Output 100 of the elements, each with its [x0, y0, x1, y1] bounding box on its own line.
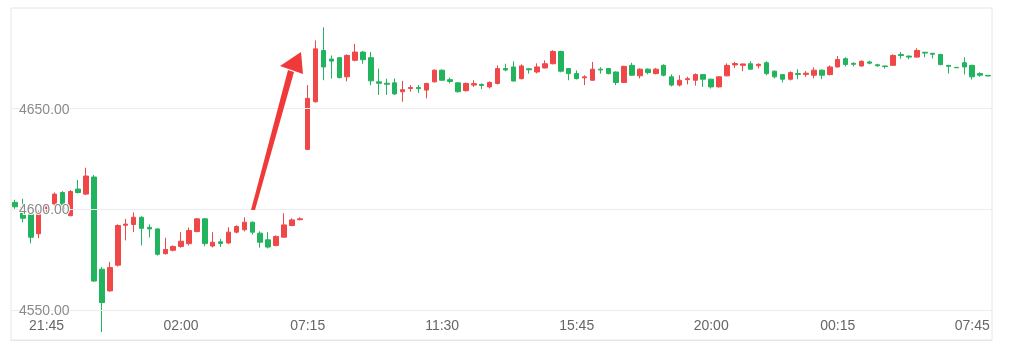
- candlestick: [550, 49, 556, 65]
- candlestick: [898, 51, 904, 60]
- candlestick: [914, 47, 920, 59]
- candlestick: [851, 61, 856, 67]
- candlestick: [210, 231, 215, 248]
- candlestick: [788, 70, 793, 81]
- candlestick: [83, 167, 89, 196]
- candlestick: [677, 74, 682, 87]
- candlestick: [645, 67, 651, 75]
- candlestick: [178, 231, 184, 249]
- candlestick: [519, 63, 524, 80]
- y-tick-label: 4650.00: [19, 100, 70, 117]
- candlestick: [732, 61, 738, 69]
- candlestick: [772, 69, 777, 79]
- candlestick: [542, 59, 548, 69]
- candlestick: [669, 73, 674, 87]
- candlestick: [946, 64, 951, 75]
- y-tick-label: 4600.00: [19, 201, 70, 218]
- candlestick: [463, 81, 469, 92]
- x-tick-label: 02:00: [163, 317, 199, 333]
- candlestick: [439, 68, 445, 82]
- x-tick-label: 20:00: [693, 317, 729, 333]
- candlestick: [186, 227, 192, 246]
- candlestick: [400, 80, 405, 103]
- candlestick: [780, 73, 785, 83]
- candlestick: [360, 50, 366, 65]
- candlestick: [724, 62, 730, 77]
- candlestick: [337, 56, 342, 79]
- candlestick: [28, 213, 34, 244]
- candlestick: [471, 79, 477, 88]
- candlestick: [756, 62, 761, 69]
- candlestick: [700, 73, 706, 88]
- candlestick: [693, 72, 698, 87]
- candlestick: [115, 223, 121, 268]
- candlestick: [91, 174, 97, 283]
- y-tick-label: 4550.00: [19, 301, 70, 318]
- candlestick: [257, 230, 263, 249]
- candlestick: [297, 216, 303, 221]
- candlestick: [384, 78, 390, 96]
- candlestick: [131, 211, 136, 233]
- candlestick: [170, 244, 176, 252]
- candlestick: [922, 51, 928, 58]
- candlestick: [661, 63, 666, 77]
- candlestick: [123, 218, 128, 241]
- candlestick: [376, 68, 382, 96]
- candlestick: [352, 43, 358, 62]
- x-tick-label: 07:45: [954, 317, 990, 333]
- candlestick: [598, 66, 603, 75]
- candlestick: [487, 80, 492, 89]
- candlestick: [107, 261, 113, 293]
- candlestick: [329, 54, 334, 80]
- candlestick: [526, 67, 532, 75]
- candlestick: [147, 224, 152, 238]
- candlestick: [574, 69, 579, 80]
- candlestick: [566, 67, 571, 81]
- candlestick: [875, 63, 880, 68]
- candlestick: [962, 56, 967, 75]
- candlestick: [368, 51, 374, 86]
- candlestick: [447, 77, 453, 84]
- x-tick-label: 11:30: [425, 317, 460, 333]
- candlestick: [432, 68, 437, 83]
- x-tick-label: 21:45: [29, 317, 65, 333]
- candlestick: [234, 224, 239, 234]
- candlestick: [12, 199, 18, 210]
- candlestick: [708, 78, 714, 89]
- x-tick-label: 07:15: [290, 317, 326, 333]
- candlestick: [843, 56, 848, 67]
- candlestick: [859, 59, 864, 68]
- candlestick: [867, 60, 872, 65]
- candlestick: [938, 53, 943, 66]
- candlestick: [716, 75, 722, 88]
- candlestick: [408, 84, 413, 93]
- candlestick: [218, 238, 223, 248]
- candlestick: [289, 217, 295, 227]
- candlestick: [321, 26, 326, 81]
- candlestick: [226, 226, 231, 245]
- candlestick: [503, 63, 508, 72]
- candlestick: [835, 55, 840, 68]
- candlestick: [977, 71, 983, 78]
- candlestick: [99, 266, 105, 333]
- candlestick: [558, 50, 564, 73]
- candlestick: [827, 64, 833, 76]
- candlestick: [969, 64, 975, 80]
- candlestick: [985, 74, 991, 77]
- candlestick: [416, 84, 421, 94]
- candlestick: [511, 60, 516, 82]
- candlestick: [139, 215, 144, 246]
- candlestick: [803, 70, 809, 78]
- candlestick: [495, 64, 500, 85]
- candlestick: [629, 62, 635, 77]
- candlestick: [202, 217, 208, 247]
- candlestick: [590, 61, 595, 82]
- candlestick: [811, 66, 817, 79]
- candlestick: [313, 39, 318, 104]
- candlestick: [534, 62, 540, 74]
- candlestick: [613, 70, 619, 86]
- candlestick: [795, 68, 801, 80]
- candlestick: [163, 237, 168, 255]
- candlestick: [653, 67, 659, 75]
- candlestick: [882, 65, 888, 70]
